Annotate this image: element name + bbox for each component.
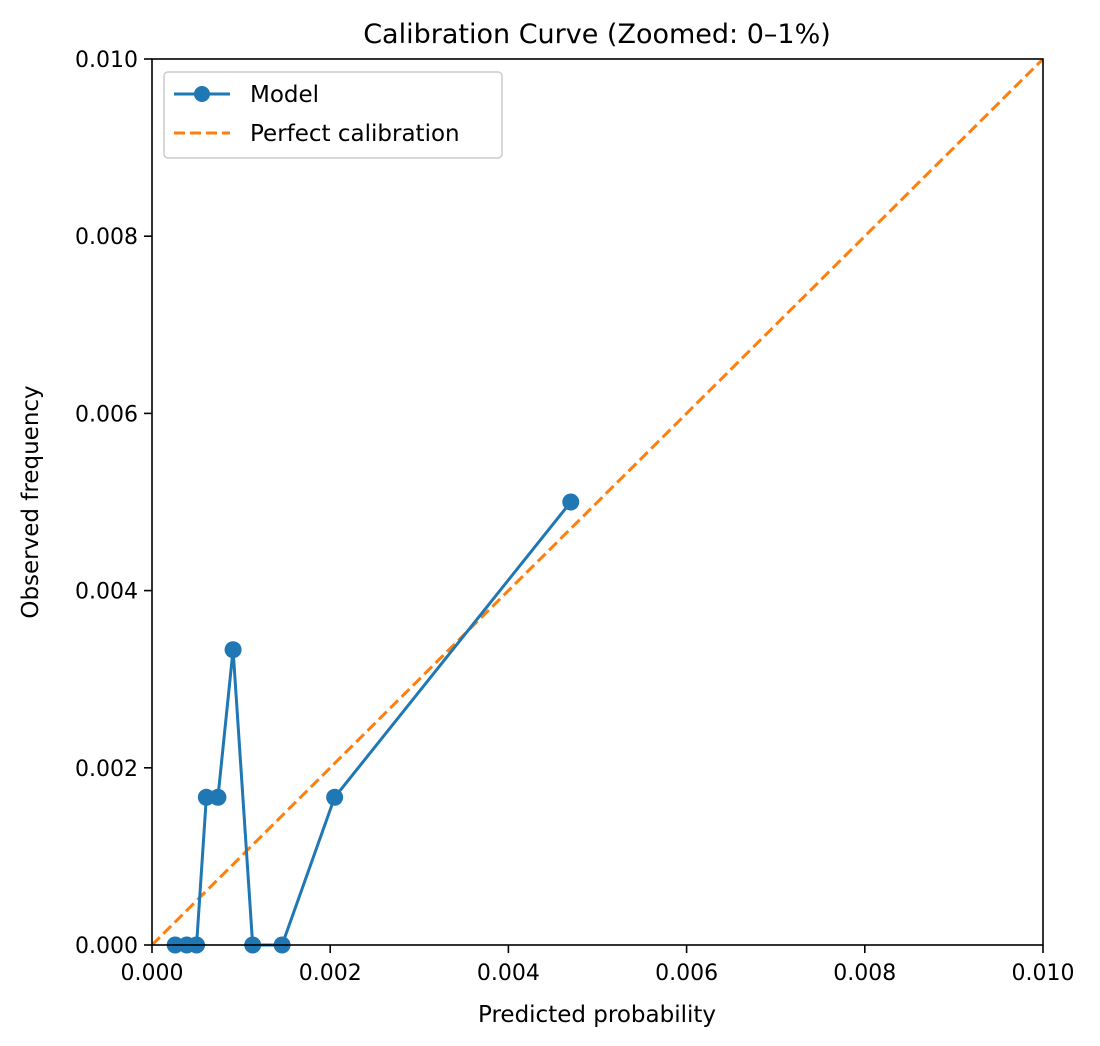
y-tick-label: 0.010 xyxy=(75,48,138,73)
model-point xyxy=(326,788,344,806)
tick-layer: 0.000 0.002 0.004 0.006 0.008 0.010 0.000 0.002… xyxy=(75,48,1074,986)
x-axis-label: Predicted probability xyxy=(478,1002,716,1028)
plot-area xyxy=(152,59,1043,945)
y-tick-label: 0.004 xyxy=(75,580,138,605)
chart-title: Calibration Curve (Zoomed: 0–1%) xyxy=(363,19,831,50)
legend-model-label: Model xyxy=(250,82,319,108)
plot-frame xyxy=(151,58,1044,946)
x-tick-label: 0.002 xyxy=(299,961,362,986)
y-tick-label: 0.008 xyxy=(75,225,138,250)
legend-model-marker xyxy=(194,86,210,102)
y-tick-label: 0.006 xyxy=(75,402,138,427)
x-tick-label: 0.004 xyxy=(477,961,540,986)
y-tick-label: 0.002 xyxy=(75,757,138,782)
model-point xyxy=(224,641,242,659)
y-axis-label: Observed frequency xyxy=(18,385,44,618)
x-tick-label: 0.010 xyxy=(1012,961,1075,986)
model-point xyxy=(209,788,227,806)
model-point xyxy=(562,493,580,511)
perfect-calibration-line xyxy=(152,59,1043,945)
legend: Model Perfect calibration xyxy=(163,71,503,159)
y-tick-label: 0.000 xyxy=(75,934,138,959)
legend-perfect-label: Perfect calibration xyxy=(250,121,460,147)
legend-box xyxy=(163,71,503,159)
x-tick-label: 0.006 xyxy=(655,961,718,986)
x-tick-label: 0.008 xyxy=(833,961,896,986)
x-tick-label: 0.000 xyxy=(121,961,184,986)
